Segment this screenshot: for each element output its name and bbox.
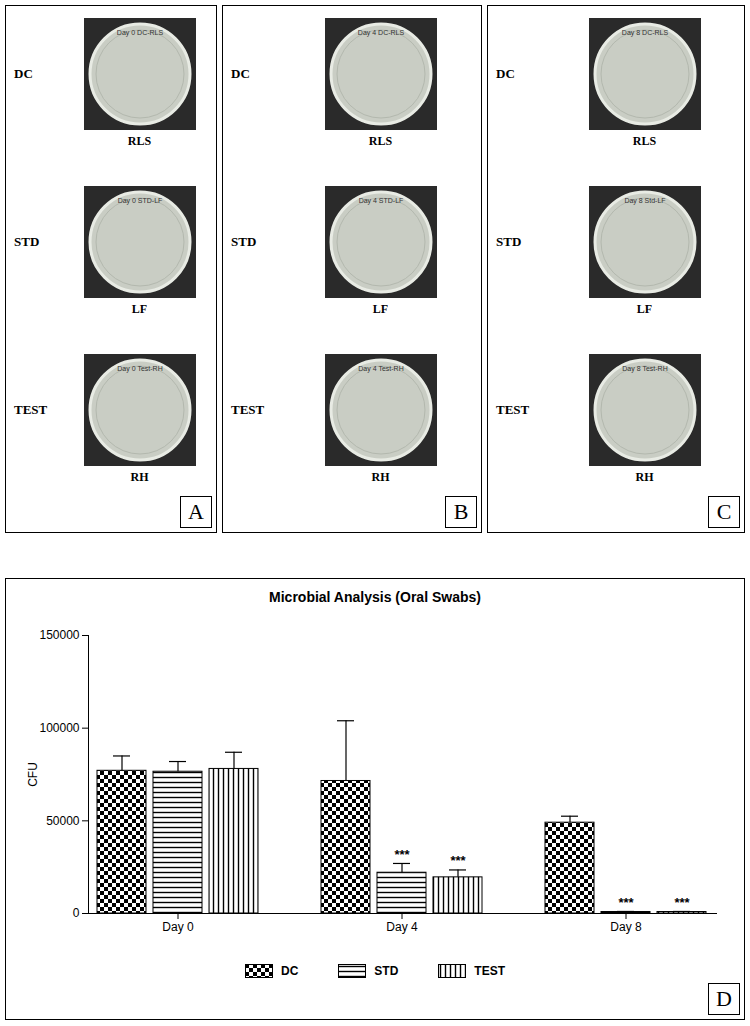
html-text:RLS: RLS <box>632 134 657 148</box>
svg-text:Day 8: Day 8 <box>610 920 642 934</box>
html-text:LF: LF <box>131 302 148 316</box>
svg-text:Day 8 Test-RH: Day 8 Test-RH <box>622 365 667 373</box>
svg-text:150000: 150000 <box>39 628 79 642</box>
svg-text:Day 4 STD-LF: Day 4 STD-LF <box>358 197 403 205</box>
html-text:STD: STD <box>231 234 257 249</box>
html-text:LF: LF <box>372 302 389 316</box>
html-text:DC: DC <box>14 66 33 81</box>
html-text:STD: STD <box>14 234 40 249</box>
svg-text:Day 8 DC-RLS: Day 8 DC-RLS <box>621 29 668 37</box>
html-text:Microbial Analysis (Oral Swabs: Microbial Analysis (Oral Swabs) <box>269 589 481 605</box>
html-text:RH: RH <box>635 470 654 484</box>
html-text:DC: DC <box>231 66 250 81</box>
html-text:TEST: TEST <box>231 402 265 417</box>
svg-text:Day 8 Std-LF: Day 8 Std-LF <box>624 197 665 205</box>
svg-text:***: *** <box>450 853 466 868</box>
html-text:B: B <box>453 499 469 524</box>
svg-text:CFU: CFU <box>26 762 40 787</box>
html-text:STD: STD <box>496 234 522 249</box>
html-text:A: A <box>188 499 204 524</box>
html-text:STD: STD <box>374 964 399 978</box>
svg-text:Day 4: Day 4 <box>386 920 418 934</box>
svg-text:Day 0: Day 0 <box>162 920 194 934</box>
html-text:DC: DC <box>496 66 515 81</box>
svg-text:0: 0 <box>73 906 80 920</box>
svg-text:Day 0 DC-RLS: Day 0 DC-RLS <box>116 29 163 37</box>
html-text:TEST: TEST <box>14 402 48 417</box>
html-text:D: D <box>716 986 732 1011</box>
svg-text:Day 4 DC-RLS: Day 4 DC-RLS <box>357 29 404 37</box>
html-text:C: C <box>716 499 732 524</box>
html-text:TEST: TEST <box>474 964 505 978</box>
html-text:TEST: TEST <box>496 402 530 417</box>
svg-text:***: *** <box>394 847 410 862</box>
svg-text:50000: 50000 <box>46 814 80 828</box>
html-text:RLS: RLS <box>127 134 152 148</box>
html-text:DC: DC <box>281 964 299 978</box>
svg-text:***: *** <box>618 895 634 910</box>
svg-text:Day 0 Test-RH: Day 0 Test-RH <box>117 365 162 373</box>
html-text:RH: RH <box>130 470 149 484</box>
svg-text:100000: 100000 <box>39 721 79 735</box>
svg-text:Day 4 Test-RH: Day 4 Test-RH <box>358 365 403 373</box>
html-text:LF: LF <box>636 302 653 316</box>
html-text:RH: RH <box>371 470 390 484</box>
svg-text:***: *** <box>674 895 690 910</box>
svg-text:Day 0 STD-LF: Day 0 STD-LF <box>117 197 162 205</box>
html-text:RLS: RLS <box>368 134 393 148</box>
